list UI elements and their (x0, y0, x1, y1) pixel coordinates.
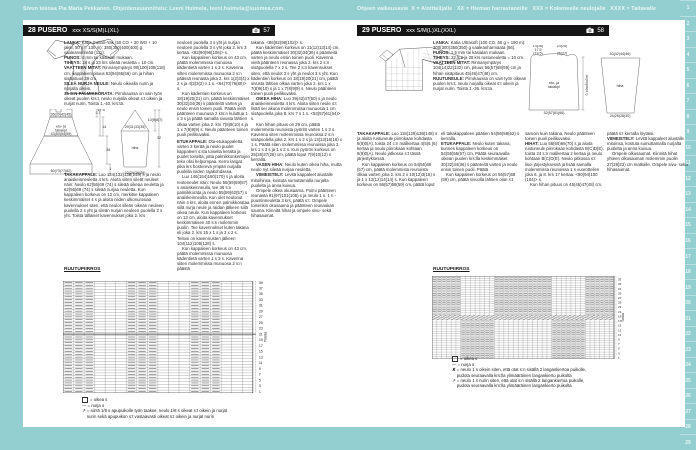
svg-text:3: 3 (618, 351, 620, 355)
svg-text:9: 9 (618, 338, 620, 342)
svg-text:9: 9 (259, 367, 261, 371)
svg-text:Toista: Toista (262, 331, 267, 342)
svg-text:25: 25 (259, 321, 263, 325)
svg-text:40(42)44(46): 40(42)44(46) (610, 52, 631, 56)
svg-text:29: 29 (259, 309, 263, 313)
svg-text:13: 13 (259, 355, 263, 359)
svg-text:43(50)54(59): 43(50)54(59) (51, 132, 72, 136)
svg-text:7: 7 (259, 373, 261, 377)
svg-text:Toista: Toista (621, 313, 625, 322)
svg-text:39: 39 (259, 281, 263, 285)
svg-text:33: 33 (259, 298, 263, 302)
svg-text:52(57)61(66): 52(57)61(66) (544, 111, 565, 115)
svg-text:17.5: 17.5 (98, 109, 105, 112)
svg-text:24(25): 24(25) (557, 45, 567, 48)
svg-text:7: 7 (618, 342, 620, 346)
svg-text:23: 23 (618, 305, 622, 309)
svg-text:35: 35 (618, 278, 622, 282)
svg-text:36(39)42(45): 36(39)42(45) (51, 113, 72, 117)
svg-text:11: 11 (259, 361, 263, 365)
svg-text:26(27): 26(27) (557, 52, 567, 56)
svg-text:(19.5): (19.5) (533, 52, 542, 56)
svg-text:15: 15 (259, 350, 263, 354)
svg-text:35: 35 (259, 292, 263, 296)
svg-text:5: 5 (618, 347, 620, 351)
svg-text:25: 25 (618, 301, 622, 305)
svg-text:14: 14 (102, 125, 106, 129)
svg-text:32: 32 (157, 136, 161, 140)
svg-text:24(26)28(30): 24(26)28(30) (610, 114, 631, 118)
svg-text:37: 37 (259, 286, 263, 290)
svg-text:3: 3 (259, 384, 261, 388)
svg-text:26: 26 (106, 148, 110, 152)
svg-text:27: 27 (259, 315, 263, 319)
svg-text:hiha: hiha (617, 84, 624, 88)
svg-text:29(31)33(35): 29(31)33(35) (125, 125, 146, 129)
svg-text:10(9)8(7): 10(9)8(7) (148, 118, 163, 122)
svg-text:5: 5 (259, 378, 261, 382)
svg-text:31: 31 (259, 304, 263, 308)
svg-text:31: 31 (618, 287, 622, 291)
svg-text:hiha: hiha (132, 146, 139, 150)
svg-text:15: 15 (618, 324, 622, 328)
svg-text:11: 11 (109, 167, 111, 171)
svg-text:54(55)56(57): 54(55)56(57) (585, 75, 588, 96)
svg-text:takakpl: takakpl (548, 85, 560, 89)
svg-text:33: 33 (618, 282, 622, 286)
svg-text:27: 27 (618, 296, 622, 300)
svg-text:23: 23 (259, 327, 263, 331)
svg-text:11: 11 (618, 333, 621, 337)
svg-text:17: 17 (259, 344, 263, 348)
svg-text:13: 13 (618, 328, 622, 332)
svg-text:29: 29 (618, 291, 622, 295)
svg-text:1: 1 (259, 390, 261, 393)
